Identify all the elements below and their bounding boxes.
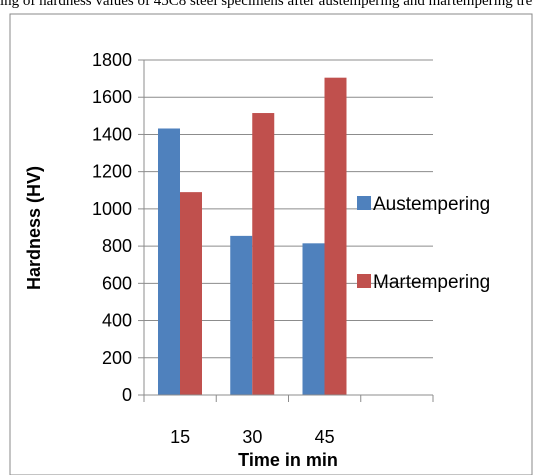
x-tick-label: 30 xyxy=(242,427,262,447)
y-tick-label: 1600 xyxy=(92,87,132,107)
y-tick-label: 1200 xyxy=(92,162,132,182)
bar-austempering-15 xyxy=(158,128,180,395)
y-tick-label: 200 xyxy=(102,348,132,368)
bar-martempering-45 xyxy=(325,78,347,395)
x-tick-label: 45 xyxy=(315,427,335,447)
bar-austempering-45 xyxy=(303,243,325,395)
y-tick-label: 1400 xyxy=(92,124,132,144)
legend-label-austempering: Austempering xyxy=(373,194,490,215)
y-tick-label: 1800 xyxy=(92,50,132,70)
legend-swatch-martempering xyxy=(357,274,371,288)
x-axis-title: Time in min xyxy=(238,450,338,470)
y-tick-label: 1000 xyxy=(92,199,132,219)
y-tick-label: 800 xyxy=(102,236,132,256)
legend-swatch-austempering xyxy=(357,196,371,210)
y-tick-label: 600 xyxy=(102,273,132,293)
y-axis-title: Hardness (HV) xyxy=(24,166,44,290)
y-tick-label: 400 xyxy=(102,311,132,331)
x-tick-label: 15 xyxy=(170,427,190,447)
bar-martempering-15 xyxy=(180,192,202,395)
y-tick-label: 0 xyxy=(122,385,132,405)
bar-austempering-30 xyxy=(230,236,252,395)
bar-martempering-30 xyxy=(252,113,274,395)
legend-label-martempering: Martempering xyxy=(373,272,490,293)
